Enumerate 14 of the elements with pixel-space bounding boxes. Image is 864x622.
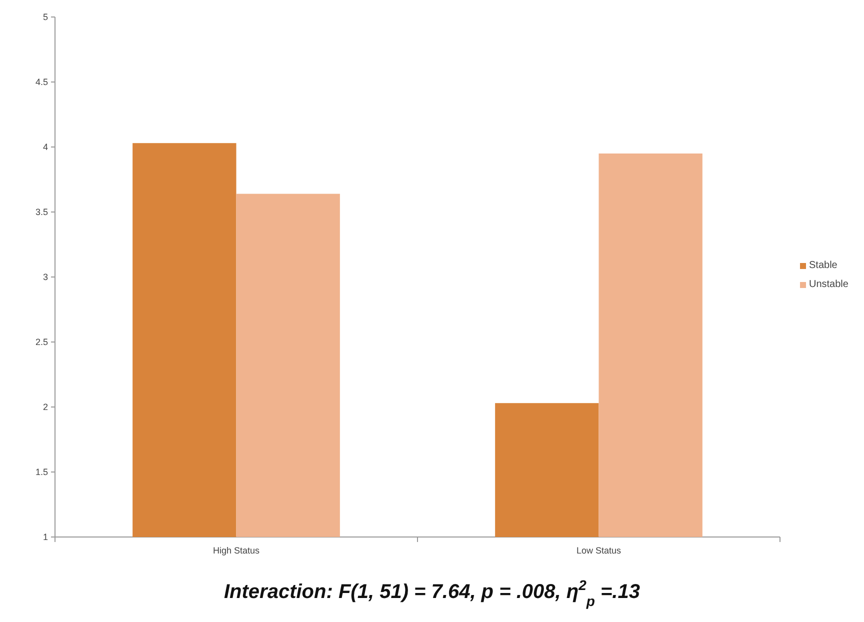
y-tick-label: 2.5	[35, 336, 48, 347]
y-tick-label: 1	[42, 532, 48, 542]
x-tick-label: Low Status	[576, 545, 622, 556]
legend-label: Stable	[809, 260, 838, 271]
x-tick-label: High Status	[212, 545, 260, 556]
y-tick-label: 5	[42, 12, 48, 22]
legend-label: Unstable	[809, 279, 849, 290]
y-tick-label: 3	[42, 272, 48, 282]
y-tick-label: 2	[42, 402, 48, 412]
y-tick-label: 4	[42, 142, 48, 152]
y-tick-label: 4.5	[35, 76, 48, 87]
text: Interaction: F(1, 51) = 7.64, p = .008, η$^{2}$$_{p}$ =.13	[224, 577, 640, 609]
y-tick-label: 3.5	[35, 206, 48, 217]
y-tick-label: 1.5	[35, 466, 48, 477]
